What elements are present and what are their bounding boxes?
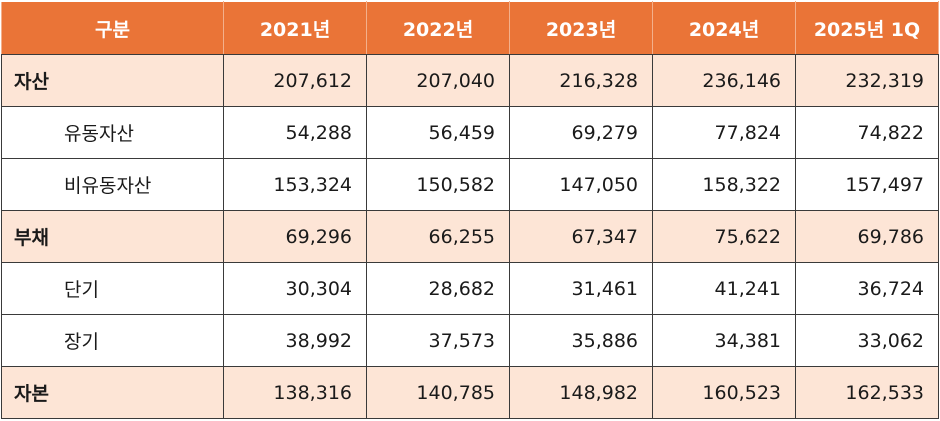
cell-value: 157,497 xyxy=(795,158,939,211)
cell-value: 77,824 xyxy=(652,106,796,159)
cell-value: 207,612 xyxy=(223,54,367,107)
cell-value: 75,622 xyxy=(652,210,796,263)
header-2025-1q: 2025년 1Q xyxy=(795,1,939,55)
cell-value: 147,050 xyxy=(509,158,653,211)
table-row-short-term: 단기 30,304 28,682 31,461 41,241 36,724 xyxy=(1,262,939,315)
cell-value: 74,822 xyxy=(795,106,939,159)
table-row-liabilities: 부채 69,296 66,255 67,347 75,622 69,786 xyxy=(1,210,939,263)
cell-value: 158,322 xyxy=(652,158,796,211)
cell-value: 160,523 xyxy=(652,366,796,419)
row-label: 자본 xyxy=(1,366,224,419)
cell-value: 66,255 xyxy=(366,210,510,263)
cell-value: 69,296 xyxy=(223,210,367,263)
cell-value: 30,304 xyxy=(223,262,367,315)
cell-value: 236,146 xyxy=(652,54,796,107)
cell-value: 37,573 xyxy=(366,314,510,367)
cell-value: 34,381 xyxy=(652,314,796,367)
table-row-equity: 자본 138,316 140,785 148,982 160,523 162,5… xyxy=(1,366,939,419)
cell-value: 138,316 xyxy=(223,366,367,419)
table-row-current-assets: 유동자산 54,288 56,459 69,279 77,824 74,822 xyxy=(1,106,939,159)
row-label: 부채 xyxy=(1,210,224,263)
row-label: 단기 xyxy=(1,262,224,315)
row-label: 장기 xyxy=(1,314,224,367)
cell-value: 140,785 xyxy=(366,366,510,419)
table-row-long-term: 장기 38,992 37,573 35,886 34,381 33,062 xyxy=(1,314,939,367)
cell-value: 148,982 xyxy=(509,366,653,419)
cell-value: 69,279 xyxy=(509,106,653,159)
cell-value: 31,461 xyxy=(509,262,653,315)
cell-value: 54,288 xyxy=(223,106,367,159)
cell-value: 207,040 xyxy=(366,54,510,107)
cell-value: 162,533 xyxy=(795,366,939,419)
table-row-assets: 자산 207,612 207,040 216,328 236,146 232,3… xyxy=(1,54,939,107)
cell-value: 36,724 xyxy=(795,262,939,315)
cell-value: 232,319 xyxy=(795,54,939,107)
cell-value: 153,324 xyxy=(223,158,367,211)
row-label: 자산 xyxy=(1,54,224,107)
cell-value: 69,786 xyxy=(795,210,939,263)
header-category: 구분 xyxy=(1,1,224,55)
header-2021: 2021년 xyxy=(223,1,367,55)
cell-value: 67,347 xyxy=(509,210,653,263)
cell-value: 150,582 xyxy=(366,158,510,211)
cell-value: 216,328 xyxy=(509,54,653,107)
cell-value: 56,459 xyxy=(366,106,510,159)
cell-value: 28,682 xyxy=(366,262,510,315)
cell-value: 33,062 xyxy=(795,314,939,367)
cell-value: 38,992 xyxy=(223,314,367,367)
table-header-row: 구분 2021년 2022년 2023년 2024년 2025년 1Q xyxy=(1,1,939,55)
header-2022: 2022년 xyxy=(366,1,510,55)
row-label: 유동자산 xyxy=(1,106,224,159)
header-2023: 2023년 xyxy=(509,1,653,55)
cell-value: 35,886 xyxy=(509,314,653,367)
cell-value: 41,241 xyxy=(652,262,796,315)
table-row-noncurrent-assets: 비유동자산 153,324 150,582 147,050 158,322 15… xyxy=(1,158,939,211)
row-label: 비유동자산 xyxy=(1,158,224,211)
header-2024: 2024년 xyxy=(652,1,796,55)
